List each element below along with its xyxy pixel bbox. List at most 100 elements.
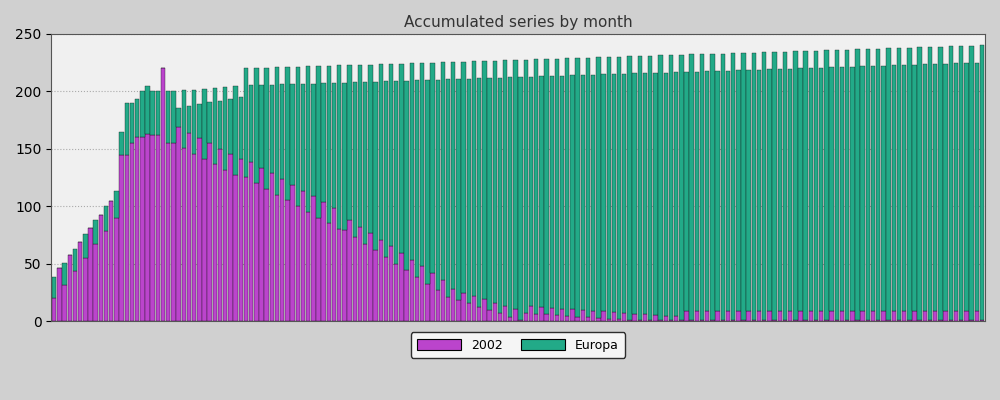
Bar (415, 277, 419, 321)
Bar (280, 84, 284, 179)
Bar (119, 154, 124, 321)
Bar (62, 285, 67, 321)
Bar (57, 268, 62, 321)
Bar (539, 307, 544, 321)
Bar (358, 65, 362, 226)
Bar (508, 317, 512, 321)
Bar (192, 90, 196, 154)
Bar (150, 91, 155, 135)
Bar (612, 74, 616, 312)
Bar (264, 68, 269, 189)
Bar (104, 206, 108, 231)
Bar (415, 80, 419, 277)
Bar (321, 202, 326, 321)
Bar (347, 220, 352, 321)
Bar (809, 68, 813, 311)
Bar (710, 320, 715, 321)
Bar (653, 315, 658, 321)
Bar (726, 70, 730, 311)
Bar (866, 49, 870, 320)
Bar (876, 49, 880, 320)
Bar (472, 296, 476, 321)
Bar (798, 311, 803, 321)
Bar (850, 311, 855, 321)
Bar (513, 60, 518, 309)
Bar (327, 66, 331, 224)
Bar (182, 90, 186, 148)
Bar (829, 67, 834, 311)
Bar (612, 312, 616, 321)
Bar (886, 48, 891, 320)
Bar (881, 66, 886, 311)
Bar (342, 82, 347, 230)
Bar (456, 79, 461, 300)
Bar (622, 74, 626, 313)
Bar (482, 299, 487, 321)
Bar (399, 253, 404, 321)
Bar (311, 196, 316, 321)
Bar (975, 63, 979, 311)
Bar (638, 56, 642, 320)
Bar (239, 97, 243, 159)
Bar (689, 54, 694, 320)
Bar (363, 82, 367, 244)
Bar (943, 64, 948, 311)
Bar (752, 320, 756, 321)
Bar (570, 76, 575, 309)
Bar (451, 289, 455, 321)
Bar (954, 64, 958, 311)
Bar (876, 320, 880, 321)
Bar (544, 314, 549, 321)
Bar (130, 143, 134, 321)
Bar (783, 52, 787, 320)
Bar (943, 311, 948, 321)
Bar (700, 54, 704, 320)
Bar (524, 313, 528, 321)
Bar (192, 154, 196, 321)
Bar (498, 78, 502, 313)
Bar (254, 183, 259, 321)
Bar (757, 70, 761, 311)
Bar (451, 62, 455, 289)
Bar (835, 50, 839, 320)
Bar (52, 278, 56, 298)
Bar (912, 65, 917, 311)
Bar (928, 320, 932, 321)
Bar (607, 57, 611, 319)
Bar (954, 311, 958, 321)
Bar (296, 67, 300, 206)
Bar (430, 273, 435, 321)
Bar (436, 290, 440, 321)
Bar (493, 61, 497, 302)
Bar (140, 91, 145, 137)
Bar (379, 240, 383, 321)
Bar (819, 68, 823, 311)
Bar (363, 244, 367, 321)
Bar (980, 46, 984, 320)
Bar (404, 270, 409, 321)
Bar (788, 69, 792, 311)
Bar (140, 137, 145, 321)
Bar (290, 84, 295, 185)
Bar (555, 59, 559, 315)
Bar (933, 64, 937, 311)
Bar (845, 320, 849, 321)
Bar (575, 316, 580, 321)
Bar (311, 84, 316, 196)
Bar (156, 135, 160, 321)
Bar (892, 311, 896, 321)
Bar (275, 195, 279, 321)
Bar (166, 143, 170, 321)
Bar (156, 91, 160, 135)
Bar (586, 58, 590, 317)
Bar (68, 255, 72, 321)
Bar (570, 309, 575, 321)
Legend: 2002, Europa: 2002, Europa (411, 332, 625, 358)
Bar (368, 233, 373, 321)
Bar (441, 280, 445, 321)
Bar (778, 311, 782, 321)
Bar (104, 231, 108, 321)
Bar (705, 311, 709, 321)
Bar (114, 218, 119, 321)
Bar (420, 63, 424, 266)
